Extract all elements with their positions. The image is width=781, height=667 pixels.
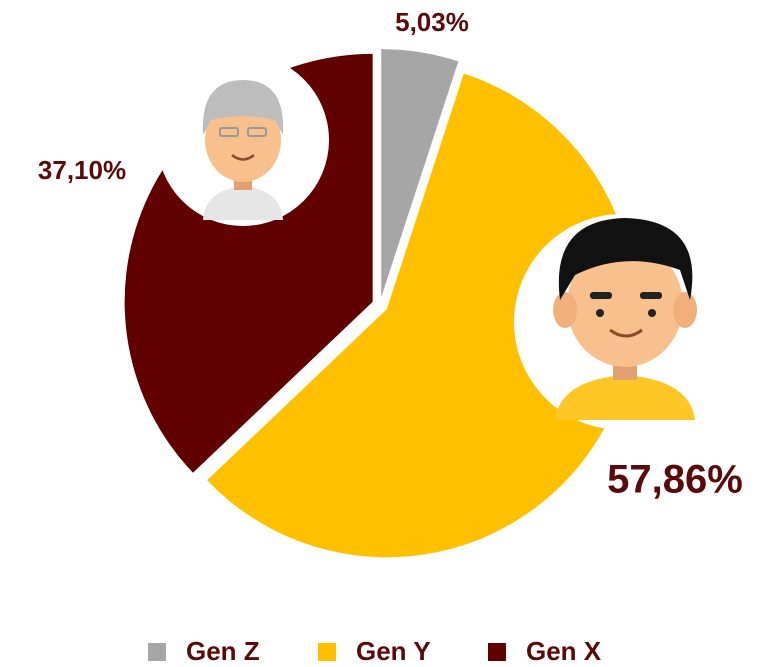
- legend-swatch: [148, 643, 166, 661]
- legend-swatch: [318, 643, 336, 661]
- old-man-avatar: [157, 54, 329, 226]
- young-man-avatar: [514, 214, 730, 430]
- pie-slice: [207, 73, 635, 558]
- legend-label: Gen Y: [356, 636, 431, 666]
- legend: Gen Z Gen Y Gen X: [148, 636, 602, 666]
- legend-label: Gen Z: [186, 636, 260, 666]
- data-label: 37,10%: [38, 155, 126, 185]
- labels: 5,03% 57,86% 37,10%: [38, 7, 743, 502]
- legend-label: Gen X: [526, 636, 602, 666]
- legend-swatch: [488, 643, 506, 661]
- data-label: 5,03%: [395, 7, 469, 37]
- pie-slice: [381, 49, 459, 298]
- data-label: 57,86%: [607, 458, 743, 502]
- avatars: [157, 54, 730, 430]
